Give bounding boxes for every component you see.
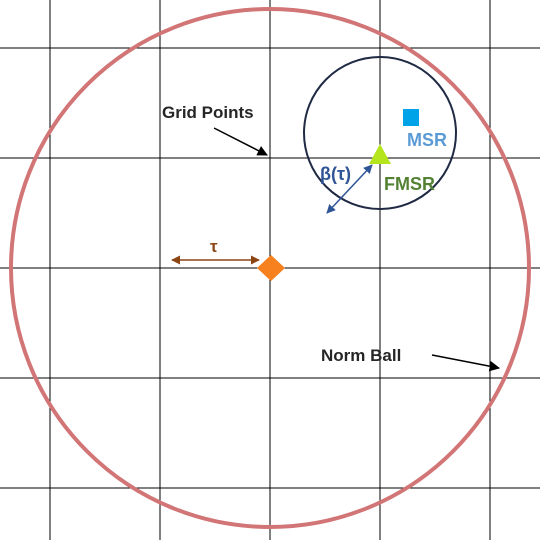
beta-tau-label: β(τ) [320, 164, 351, 184]
norm-ball-arrow [431, 354, 501, 372]
beta-radius-arrow [326, 164, 373, 214]
fmsr-label: FMSR [384, 174, 435, 194]
msr-square-icon [403, 109, 419, 126]
grid-points-label: Grid Points [162, 103, 254, 122]
fmsr-radius-circle [303, 56, 457, 210]
grid-point-diamond-icon [257, 255, 285, 281]
norm-ball-label: Norm Ball [321, 346, 401, 365]
grid-points-arrow [213, 127, 268, 156]
msr-label: MSR [407, 130, 447, 150]
fmsr-triangle-icon [369, 144, 391, 164]
norm-ball-circle [9, 7, 531, 529]
tau-label: τ [210, 237, 218, 256]
